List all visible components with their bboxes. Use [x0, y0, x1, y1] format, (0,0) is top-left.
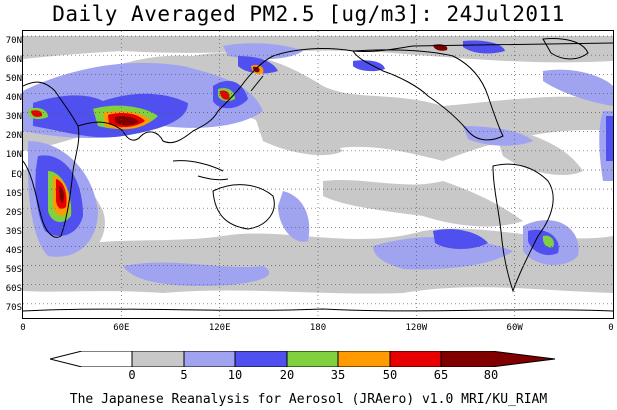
colorbar-segment-6 — [389, 351, 442, 367]
lat-label: 40N — [5, 92, 22, 103]
lat-label: 50N — [5, 73, 22, 84]
lon-label: 180 — [309, 323, 327, 333]
colorbar — [50, 351, 556, 367]
colorbar-segment-3 — [234, 351, 288, 367]
colorbar-segment-0 — [50, 351, 133, 367]
lat-label: 60N — [5, 54, 22, 65]
pm25-map — [22, 30, 614, 319]
colorbar-tick-label: 20 — [279, 368, 295, 382]
colorbar-segment-1 — [131, 351, 185, 367]
lat-label: EQ — [11, 169, 22, 180]
lon-label: 0 — [20, 323, 26, 333]
lat-label: 40S — [5, 246, 22, 257]
pm25-field — [23, 36, 613, 294]
lat-label: 20S — [5, 207, 22, 218]
footer-credit: The Japanese Reanalysis for Aerosol (JRA… — [69, 392, 548, 407]
colorbar-segment-5 — [337, 351, 391, 367]
lon-label: 0 — [608, 323, 614, 333]
colorbar-tick-label: 0 — [128, 368, 136, 382]
lat-label: 10S — [5, 188, 22, 199]
colorbar-segment-2 — [183, 351, 236, 367]
colorbar-tick-label: 50 — [382, 368, 398, 382]
colorbar-segment-7 — [440, 351, 556, 367]
lat-label: 70N — [5, 35, 22, 46]
colorbar-tick-label: 10 — [227, 368, 243, 382]
colorbar-tick-label: 80 — [483, 368, 499, 382]
lon-label: 60E — [113, 323, 130, 333]
coastlines — [23, 38, 613, 312]
colorbar-segment-4 — [286, 351, 339, 367]
lat-label: 50S — [5, 265, 22, 276]
colorbar-tick-label: 65 — [433, 368, 449, 382]
lat-label: 10N — [5, 150, 22, 161]
colorbar-tick-label: 35 — [330, 368, 346, 382]
colorbar-tick-label: 5 — [180, 368, 188, 382]
lat-label: 20N — [5, 131, 22, 142]
chart-title: Daily Averaged PM2.5 [ug/m3]: 24Jul2011 — [52, 2, 565, 26]
lon-label: 60W — [506, 323, 523, 333]
lon-label: 120W — [405, 323, 428, 333]
lon-label: 120E — [208, 323, 231, 333]
lat-label: 70S — [5, 303, 22, 314]
lat-label: 30N — [5, 112, 22, 123]
lat-label: 30S — [5, 226, 22, 237]
lat-label: 60S — [5, 284, 22, 295]
